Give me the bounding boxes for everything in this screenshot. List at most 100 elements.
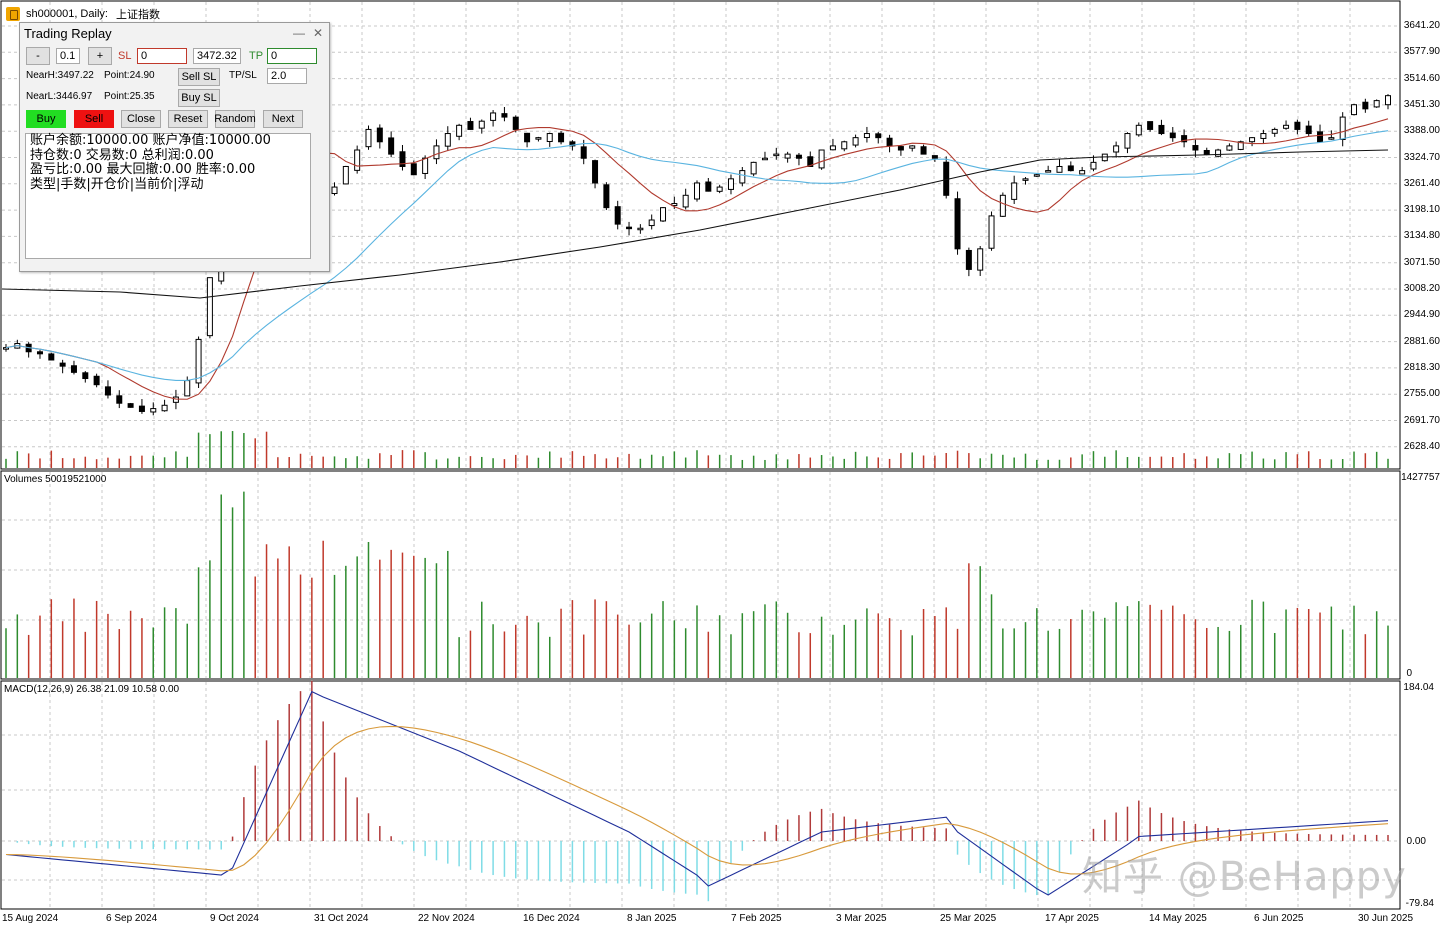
- candle-body: [1226, 145, 1233, 151]
- ratio-line: 盈亏比:0.00 最大回撤:0.00 胜率:0.00: [30, 162, 256, 177]
- candle-body: [988, 215, 995, 249]
- sl-input[interactable]: 0: [137, 48, 187, 64]
- candle-body: [206, 277, 213, 337]
- candle-body: [82, 372, 89, 380]
- price-axis-label: 3261.40: [1403, 177, 1440, 189]
- candle-body: [184, 380, 191, 397]
- candle-body: [1215, 149, 1222, 157]
- candle-body: [1203, 150, 1210, 155]
- minimize-icon[interactable]: —: [292, 26, 305, 40]
- candle-body: [1045, 170, 1052, 173]
- close-button[interactable]: Close: [121, 110, 161, 128]
- ma-long-line: [1, 149, 1389, 299]
- candle-body: [388, 137, 395, 155]
- candle-body: [920, 146, 927, 155]
- lot-increase-button[interactable]: +: [88, 47, 112, 65]
- candle-body: [59, 362, 66, 367]
- lot-input[interactable]: 0.1: [56, 48, 80, 64]
- candle-body: [1181, 135, 1188, 143]
- buy-button[interactable]: Buy: [26, 110, 66, 128]
- date-axis-label: 6 Sep 2024: [106, 913, 158, 924]
- panel-header[interactable]: Trading Replay — ✕: [20, 23, 329, 43]
- random-button[interactable]: Random: [214, 110, 256, 128]
- buy-sl-button[interactable]: Buy SL: [178, 89, 220, 107]
- candle-body: [354, 149, 361, 171]
- candle-body: [1373, 100, 1380, 108]
- candle-body: [1249, 137, 1256, 143]
- candle-body: [1305, 125, 1312, 135]
- candle-body: [1351, 104, 1358, 116]
- candle-body: [1385, 95, 1391, 106]
- candle-body: [342, 165, 349, 185]
- macd-axis-top: 184.04: [1403, 682, 1434, 693]
- candle-body: [829, 145, 836, 151]
- candle-body: [478, 120, 485, 129]
- candle-body: [841, 141, 848, 150]
- candle-body: [524, 132, 531, 143]
- next-button[interactable]: Next: [263, 110, 303, 128]
- price-axis-label: 3577.90: [1403, 46, 1440, 58]
- watermark: 知乎 @BeHappy: [1082, 854, 1407, 900]
- candle-body: [1294, 121, 1301, 130]
- candle-body: [818, 149, 825, 169]
- lot-decrease-button[interactable]: -: [26, 47, 50, 65]
- price-axis-label: 3008.20: [1403, 283, 1440, 294]
- candle-body: [1067, 165, 1074, 172]
- candle-body: [138, 405, 145, 412]
- candle-body: [580, 146, 587, 159]
- ma-short-line: [5, 118, 1389, 400]
- candle-body: [399, 151, 406, 167]
- signal-line: [5, 725, 1389, 875]
- main-pane-frame: [0, 0, 1401, 470]
- candle-body: [671, 203, 678, 207]
- date-axis-label: 7 Feb 2025: [731, 913, 782, 924]
- candle-body: [1113, 145, 1120, 153]
- candle-body: [93, 375, 100, 386]
- candle-body: [422, 157, 429, 174]
- candle-body: [716, 186, 723, 192]
- candle-body: [1124, 133, 1131, 149]
- date-axis-label: 22 Nov 2024: [418, 913, 475, 924]
- candle-body: [467, 121, 474, 130]
- trading-replay-panel[interactable]: Trading Replay — ✕ - 0.1 + SL 0 3472.32 …: [19, 22, 330, 272]
- date-axis-label: 14 May 2025: [1149, 913, 1207, 924]
- point-high-label: Point:24.90: [104, 70, 155, 81]
- candle-body: [104, 386, 111, 396]
- chart-title: sh000001, Daily: 上证指数: [6, 5, 160, 23]
- volume-axis-top: 1427757: [1401, 472, 1440, 483]
- macd-axis-zero: 0.00: [1406, 836, 1426, 847]
- tpsl-input[interactable]: 2.0: [267, 68, 307, 84]
- candle-body: [512, 116, 519, 130]
- price-axis-label: 3514.60: [1403, 72, 1440, 84]
- candle-body: [456, 124, 463, 137]
- price-axis-label: 3198.10: [1403, 204, 1440, 216]
- candle-body: [546, 133, 553, 143]
- candle-body: [501, 113, 508, 118]
- candle-body: [1271, 128, 1278, 134]
- sell-sl-button[interactable]: Sell SL: [178, 68, 220, 86]
- sl-label: SL: [118, 50, 132, 62]
- candle-body: [1135, 124, 1142, 136]
- symbol-label: sh000001, Daily:: [26, 8, 108, 20]
- candle-body: [637, 227, 644, 231]
- candle-body: [535, 137, 542, 140]
- date-axis-label: 16 Dec 2024: [523, 913, 580, 924]
- sell-button[interactable]: Sell: [74, 110, 114, 128]
- date-axis-label: 30 Jun 2025: [1358, 913, 1414, 924]
- tp-input[interactable]: 0: [267, 48, 317, 64]
- candle-body: [614, 206, 621, 225]
- candle-body: [694, 182, 700, 200]
- price-axis-label: 2691.70: [1403, 414, 1440, 426]
- price-axis-label: 2881.60: [1403, 335, 1440, 347]
- candle-body: [603, 184, 610, 209]
- panel-title: Trading Replay: [24, 25, 112, 41]
- close-icon[interactable]: ✕: [312, 26, 323, 40]
- price-input[interactable]: 3472.32: [193, 48, 241, 64]
- price-axis-label: 3324.70: [1403, 151, 1440, 163]
- candle-body: [705, 181, 712, 192]
- tpsl-label: TP/SL: [229, 70, 257, 81]
- candle-body: [977, 248, 984, 271]
- candle-body: [795, 154, 802, 159]
- reset-button[interactable]: Reset: [168, 110, 208, 128]
- candle-body: [410, 163, 417, 176]
